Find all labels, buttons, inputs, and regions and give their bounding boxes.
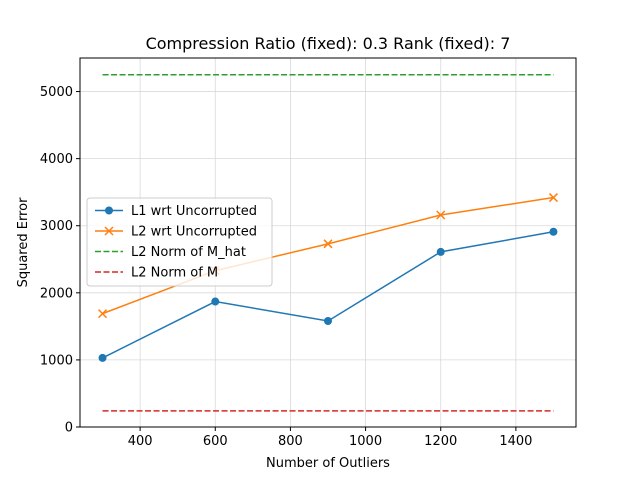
data-point bbox=[549, 227, 558, 236]
y-tick-label: 2000 bbox=[40, 286, 73, 301]
plot-frame bbox=[79, 57, 577, 428]
series-l1-wrt-uncorrupted bbox=[98, 227, 558, 362]
x-tick-label: 400 bbox=[128, 434, 153, 449]
data-point bbox=[436, 247, 445, 256]
legend-entry: L2 Norm of M bbox=[95, 266, 218, 281]
x-tick-label: 600 bbox=[203, 434, 228, 449]
y-tick-label: 1000 bbox=[40, 353, 73, 368]
x-tick-label: 1200 bbox=[424, 434, 457, 449]
tick-layer: 400 600 800 1000 1200 1400 0 1000 2000 3000 4000 50… bbox=[40, 85, 533, 449]
x-tick-label: 1400 bbox=[499, 434, 532, 449]
data-point bbox=[324, 316, 332, 325]
y-tick-label: 0 bbox=[65, 421, 73, 436]
x-axis-label: Number of Outliers bbox=[266, 456, 390, 471]
x-tick-label: 800 bbox=[278, 434, 303, 449]
legend-entry: L1 wrt Uncorrupted bbox=[95, 204, 257, 219]
x-tick-label: 1000 bbox=[349, 434, 382, 449]
chart-title: Compression Ratio (fixed): 0.3 Rank (fix… bbox=[146, 34, 511, 53]
legend-label: L2 wrt Uncorrupted bbox=[131, 225, 257, 240]
data-point bbox=[323, 239, 333, 249]
y-tick-label: 3000 bbox=[40, 219, 73, 234]
data-point bbox=[98, 309, 108, 319]
data-point bbox=[211, 297, 220, 306]
y-tick-label: 5000 bbox=[40, 85, 73, 100]
data-point bbox=[436, 210, 446, 220]
y-tick-label: 4000 bbox=[40, 152, 73, 167]
y-axis-label: Squared Error bbox=[16, 197, 31, 287]
data-point bbox=[548, 193, 558, 203]
legend-box bbox=[86, 197, 273, 287]
legend-entry: L2 wrt Uncorrupted bbox=[95, 225, 257, 240]
legend-entry: L2 Norm of M_hat bbox=[95, 245, 246, 260]
legend-label: L2 Norm of M bbox=[131, 266, 218, 281]
legend: L1 wrt Uncorrupted L2 wrt Uncorrupted L2 N… bbox=[86, 197, 273, 287]
legend-marker bbox=[104, 226, 114, 236]
legend-label: L1 wrt Uncorrupted bbox=[131, 204, 257, 219]
data-point bbox=[98, 353, 107, 362]
legend-marker bbox=[105, 206, 113, 215]
legend-label: L2 Norm of M_hat bbox=[131, 245, 246, 260]
